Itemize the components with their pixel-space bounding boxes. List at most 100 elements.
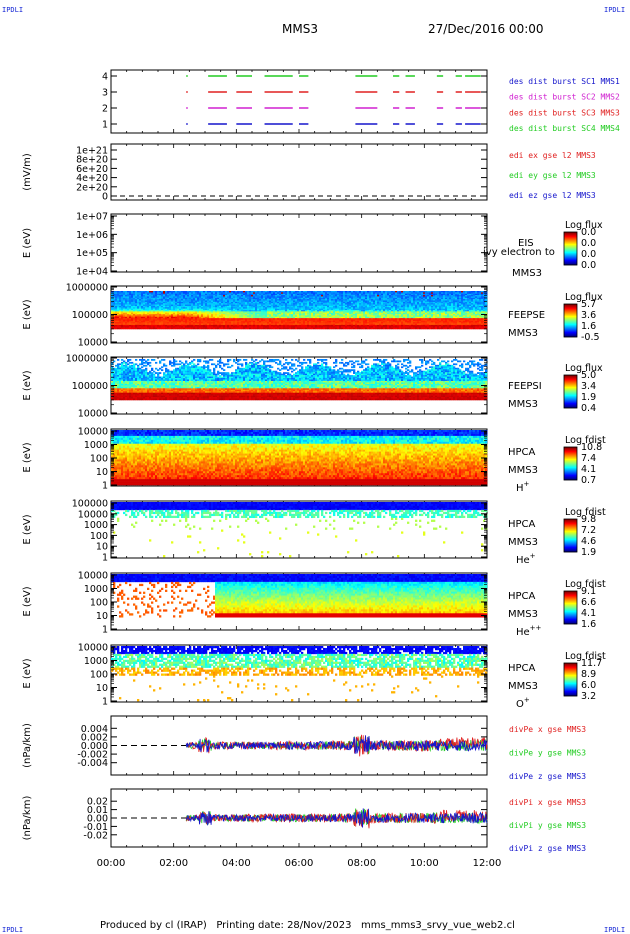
spectrogram-cell (195, 312, 198, 315)
spectrogram-cell (215, 320, 218, 323)
spectrogram-cell (145, 324, 148, 327)
spectrogram-cell (197, 304, 200, 307)
spectrogram-cell (185, 319, 188, 322)
spectrogram-cell (165, 300, 168, 303)
spectrogram-cell (215, 307, 218, 309)
spectrogram-cell (189, 315, 192, 318)
spectrogram-cell (167, 311, 170, 314)
spectrogram-cell (179, 320, 182, 323)
colorbar-swatch (564, 233, 577, 235)
spectrogram-cell (207, 297, 210, 300)
spectrogram-cell (155, 293, 158, 296)
spectrogram-cell (137, 304, 140, 307)
spectrogram-cell (139, 318, 142, 320)
spectrogram-cell (127, 315, 130, 318)
spectrogram-cell (151, 291, 154, 293)
spectrogram-cell (227, 291, 230, 293)
spectrogram-cell (213, 300, 216, 303)
spectrogram-cell (219, 315, 222, 318)
spectrogram-cell (169, 297, 172, 300)
spectrogram-cell (141, 323, 144, 326)
spectrogram-cell (219, 319, 222, 322)
spectrogram-cell (191, 301, 194, 304)
spectrogram-cell (223, 324, 226, 327)
spectrogram-cell (159, 310, 162, 312)
spectrogram-cell (197, 322, 200, 324)
spectrogram-cell (177, 322, 180, 324)
spectrogram-cell (225, 314, 228, 316)
spectrogram-cell (115, 291, 118, 293)
spectrogram-cell (209, 303, 212, 305)
spectrogram-cell (437, 327, 440, 330)
y-tick-label: 1 (102, 120, 108, 131)
spectrogram-cell (199, 312, 202, 315)
spectrogram-cell (187, 305, 190, 308)
spectrogram-cell (207, 304, 210, 307)
spectrogram-cell (147, 323, 150, 326)
spectrogram-cell (227, 327, 230, 330)
spectrogram-cell (193, 311, 196, 314)
spectrogram-cell (149, 297, 152, 300)
spectrogram-cell (133, 323, 136, 326)
colorbar-swatch (564, 258, 577, 260)
spectrogram-cell (135, 307, 138, 309)
spectrogram-cell (113, 311, 116, 314)
spectrogram-cell (119, 312, 122, 315)
spectrogram-cell (129, 315, 132, 318)
spectrogram-cell (207, 316, 210, 319)
spectrogram-cell (167, 316, 170, 319)
spectrogram-cell (211, 310, 214, 312)
spectrogram-cell (183, 303, 186, 305)
spectrogram-cell (195, 307, 198, 309)
spectrogram-cell (171, 300, 174, 303)
spectrogram-cell (179, 314, 182, 316)
spectrogram-cell (213, 322, 216, 324)
spectrogram-cell (219, 293, 222, 296)
spectrogram-cell (191, 316, 194, 319)
spectrogram-cell (143, 311, 146, 314)
spectrogram-cell (161, 297, 164, 300)
spectrogram-cell (191, 305, 194, 308)
spectrogram-cell (377, 327, 380, 330)
spectrogram-cell (123, 304, 126, 307)
spectrogram-cell (187, 292, 190, 295)
spectrogram-cell (169, 304, 172, 307)
spectrogram-cell (211, 324, 214, 327)
spectrogram-cell (277, 327, 280, 330)
spectrogram-cell (131, 316, 134, 319)
spectrogram-cell (215, 303, 218, 305)
corner-label-bottom-left: IPDLI (2, 926, 23, 934)
spectrogram-cell (115, 316, 118, 319)
legend-entry: des dist burst SC4 MMS4 (509, 124, 620, 133)
spectrogram-cell (231, 315, 234, 318)
spectrogram-cell (207, 312, 210, 315)
spectrogram-cell (121, 322, 124, 324)
spectrogram-cell (179, 304, 182, 307)
spectrogram-cell (181, 307, 184, 309)
spectrogram-cell (165, 314, 168, 316)
spectrogram-cell (211, 296, 214, 299)
spectrogram-cell (205, 292, 208, 295)
spectrogram-cell (197, 319, 200, 322)
spectrogram-cell (203, 293, 206, 296)
spectrogram-cell (217, 291, 220, 293)
spectrogram-cell (211, 297, 214, 300)
spectrogram-cell (157, 327, 160, 330)
spectrogram-cell (151, 303, 154, 305)
spectrogram-cell (149, 291, 152, 293)
spectrogram-cell (153, 299, 156, 301)
spectrogram-cell (163, 315, 166, 318)
spectrogram-cell (161, 299, 164, 301)
spectrogram-cell (225, 293, 228, 296)
spectrogram-cell (203, 324, 206, 327)
spectrogram-cell (165, 315, 168, 318)
spectrogram-cell (165, 295, 168, 297)
spectrogram-cell (201, 304, 204, 307)
spectrogram-cell (191, 303, 194, 305)
spectrogram-cell (131, 291, 134, 293)
spectrogram-cell (185, 301, 188, 304)
spectrogram-cell (219, 303, 222, 305)
spectrogram-cell (189, 314, 192, 316)
spectrogram-cell (173, 308, 176, 311)
spectrogram-cell (381, 327, 384, 330)
